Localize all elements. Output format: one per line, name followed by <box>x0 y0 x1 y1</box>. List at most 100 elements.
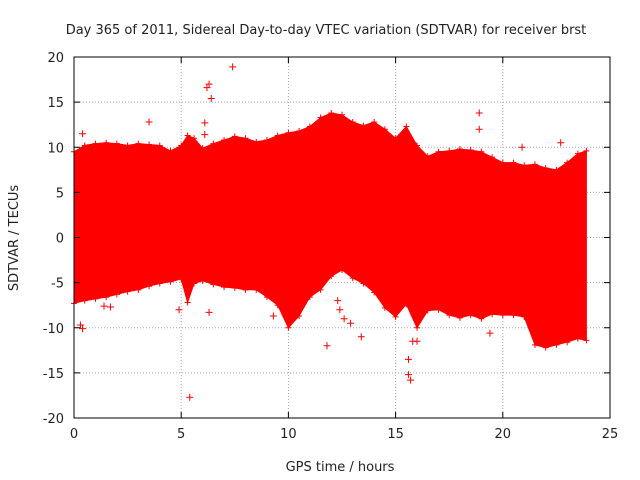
outlier-point <box>205 80 213 88</box>
edge-point <box>263 294 270 301</box>
edge-point <box>328 273 335 280</box>
edge-point <box>296 313 303 320</box>
y-axis-label: SDTVAR / TECUs <box>7 185 22 292</box>
outlier-point <box>76 321 84 329</box>
edge-point <box>328 109 335 116</box>
outlier-point <box>203 84 211 92</box>
outlier-point <box>186 393 194 401</box>
edge-point <box>199 277 206 284</box>
outlier-point <box>413 337 421 345</box>
edge-point <box>583 337 590 344</box>
edge-point <box>103 294 110 301</box>
edge-point <box>360 280 367 287</box>
edge-point <box>306 123 313 130</box>
outlier-point <box>404 355 412 363</box>
y-tick-label: 20 <box>47 51 64 66</box>
edge-point <box>446 147 453 154</box>
edge-point <box>349 275 356 282</box>
outlier-point <box>145 118 153 126</box>
outlier-point <box>201 131 209 139</box>
edge-point <box>242 135 249 142</box>
edge-point <box>392 313 399 320</box>
y-tick-label: -5 <box>51 277 64 292</box>
edge-point <box>542 165 549 172</box>
edge-point <box>510 312 517 319</box>
edge-point <box>499 159 506 166</box>
outlier-point <box>557 139 565 147</box>
edge-point <box>478 148 485 155</box>
edge-point <box>414 324 421 331</box>
edge-point <box>156 280 163 287</box>
edge-point <box>521 162 528 169</box>
edge-point <box>489 154 496 161</box>
y-tick-label: -10 <box>43 322 64 337</box>
edge-point <box>178 142 185 149</box>
edge-point <box>221 284 228 291</box>
edge-point <box>296 128 303 135</box>
edge-point <box>167 147 174 154</box>
edge-point <box>456 146 463 153</box>
chart-title: Day 365 of 2011, Sidereal Day-to-day VTE… <box>66 23 587 38</box>
edge-point <box>124 288 131 295</box>
edge-point <box>178 276 185 283</box>
edge-point <box>81 297 88 304</box>
edge-point <box>414 142 421 149</box>
edge-point <box>521 313 528 320</box>
edge-point <box>113 140 120 147</box>
edge-point <box>146 141 153 148</box>
edge-point <box>274 302 281 309</box>
edge-point <box>92 140 99 147</box>
edge-point <box>424 153 431 160</box>
outlier-point <box>357 333 365 341</box>
x-tick-label: 0 <box>70 427 78 442</box>
x-axis-label: GPS time / hours <box>286 460 395 475</box>
edge-point <box>221 137 228 144</box>
edge-point <box>435 148 442 155</box>
edge-point <box>531 161 538 168</box>
edge-point <box>274 132 281 139</box>
outlier-point <box>475 109 483 117</box>
y-tick-label: 15 <box>47 96 64 111</box>
edge-point <box>285 324 292 331</box>
edge-point <box>478 315 485 322</box>
edge-point <box>124 142 131 149</box>
outlier-point <box>404 371 412 379</box>
edge-point <box>210 281 217 288</box>
edge-point <box>263 137 270 144</box>
outlier-point <box>207 95 215 103</box>
outlier-point <box>156 145 164 153</box>
x-tick-label: 5 <box>177 427 185 442</box>
edge-point <box>424 307 431 314</box>
edge-point <box>553 341 560 348</box>
edge-point <box>381 126 388 133</box>
outlier-point <box>486 329 494 337</box>
x-tick-label: 20 <box>495 427 512 442</box>
axis-ticks: 0 5 10 15 20 25 -20 -15 -10 -5 0 5 10 15 20 <box>43 51 619 442</box>
outlier-point <box>475 125 483 133</box>
edge-point <box>317 286 324 293</box>
edge-point <box>210 140 217 147</box>
edge-point <box>253 138 260 145</box>
edge-point <box>371 118 378 125</box>
edge-point <box>231 133 238 140</box>
outlier-points <box>76 63 565 401</box>
edge-point <box>489 311 496 318</box>
outlier-point <box>284 132 292 140</box>
edge-point <box>371 289 378 296</box>
edge-point <box>103 139 110 146</box>
edge-point <box>184 132 191 139</box>
outlier-point <box>518 143 526 151</box>
edge-point <box>253 286 260 293</box>
edge-point <box>456 314 463 321</box>
outlier-point <box>407 376 415 384</box>
y-tick-label: -15 <box>43 367 64 382</box>
edge-point <box>499 312 506 319</box>
edge-point <box>349 118 356 125</box>
edge-point <box>191 135 198 142</box>
edge-point <box>135 140 142 147</box>
outlier-point <box>229 63 237 71</box>
x-tick-label: 25 <box>602 427 619 442</box>
outlier-point <box>340 315 348 323</box>
edge-point <box>564 159 571 166</box>
x-tick-label: 15 <box>387 427 404 442</box>
